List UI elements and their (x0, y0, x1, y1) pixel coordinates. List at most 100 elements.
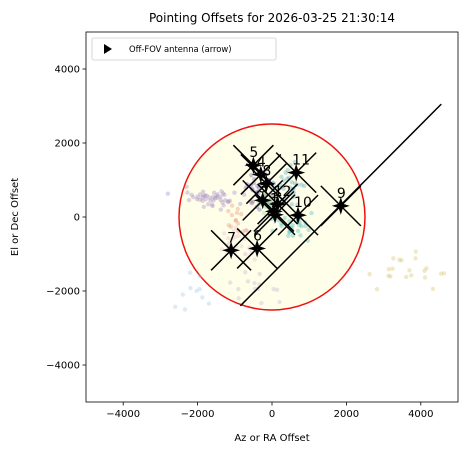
scatter-point (221, 231, 227, 236)
antenna-label: 10 (294, 195, 312, 211)
scatter-point (184, 184, 189, 189)
antenna-label: 9 (337, 186, 346, 202)
scatter-point (242, 192, 247, 197)
antenna-label: 4 (257, 154, 266, 170)
scatter-point (187, 270, 193, 275)
scatter-point (397, 257, 402, 262)
scatter-point (203, 193, 208, 198)
antenna-11: 11 (275, 152, 317, 194)
antenna-10: 10 (277, 194, 319, 236)
scatter-point (201, 193, 206, 198)
scatter-point (234, 210, 240, 215)
scatter-point (204, 193, 210, 198)
scatter-point (219, 247, 225, 252)
scatter-point (281, 186, 286, 191)
antenna-star-marker (222, 241, 241, 260)
antenna-label: 12 (274, 184, 292, 200)
antenna-markers: 123456789101112 (210, 144, 362, 271)
scatter-point (277, 299, 282, 305)
scatter-point (399, 258, 404, 263)
scatter-point (438, 271, 444, 276)
scatter-point (235, 221, 241, 226)
antenna-star-marker (244, 156, 263, 175)
scatter-point (189, 192, 194, 197)
scatter-point (229, 236, 235, 242)
scatter-point (186, 197, 192, 203)
scatter-point (239, 244, 244, 249)
y-tick-label: 2000 (55, 139, 80, 150)
x-tick-label: −2000 (181, 409, 215, 420)
scatter-point (200, 198, 205, 204)
scatter-point (229, 203, 235, 208)
scatter-point (206, 301, 212, 306)
scatter-point (218, 194, 223, 199)
x-axis-ticks: −4000 −2000 0 2000 4000 (106, 402, 434, 420)
scatter-point (212, 196, 218, 201)
scatter-point (226, 208, 231, 214)
scatter-point (388, 274, 393, 279)
scatter-point (289, 202, 295, 207)
antenna-12: 12 (257, 183, 299, 225)
scatter-point (257, 207, 262, 212)
x-tick-label: −4000 (106, 409, 140, 420)
scatter-point (391, 256, 396, 261)
scatter-point (200, 189, 206, 194)
scatter-point (225, 236, 231, 241)
antenna-star-marker (248, 239, 267, 258)
antenna-star-marker (289, 206, 307, 225)
scatter-point (306, 227, 311, 233)
scatter-point (238, 201, 243, 207)
scatter-point (180, 292, 186, 297)
antenna-label: 1 (270, 191, 279, 207)
scatter-point (243, 228, 249, 233)
scatter-point (404, 274, 409, 280)
antenna-star-marker (257, 174, 276, 193)
scatter-point (289, 180, 295, 185)
antenna-3: 3 (242, 179, 284, 221)
scatter-point (243, 270, 248, 275)
antenna-label: 5 (249, 145, 258, 161)
scatter-point (283, 170, 289, 175)
scatter-point (299, 224, 304, 229)
legend: Off-FOV antenna (arrow) (91, 37, 277, 61)
x-tick-label: 0 (269, 409, 275, 420)
scatter-point (226, 241, 231, 246)
scatter-point (203, 197, 208, 202)
scatter-point (413, 249, 418, 254)
scatter-point (302, 183, 307, 189)
scatter-point (295, 202, 300, 207)
scatter-point (211, 198, 216, 203)
scatter-point (233, 234, 238, 240)
chart-title: Pointing Offsets for 2026-03-25 21:30:14 (149, 11, 395, 25)
scatter-point (422, 275, 428, 280)
scatter-point (430, 286, 436, 292)
antenna-4: 4 (240, 153, 282, 195)
antenna-star-marker (266, 205, 284, 224)
scatter-point (215, 192, 220, 197)
scatter-point (407, 268, 412, 273)
scatter-point (194, 197, 200, 202)
scatter-point (219, 189, 224, 194)
x-tick-label: 2000 (334, 409, 359, 420)
scatter-point (228, 224, 234, 229)
scatter-point (231, 228, 236, 234)
legend-box (91, 37, 277, 61)
antenna-star-marker (251, 165, 270, 184)
scatter-point (210, 194, 216, 200)
antenna-label: 11 (292, 153, 310, 169)
scatter-point (299, 182, 304, 187)
scatter-point (441, 271, 447, 276)
scatter-point (214, 195, 220, 201)
scatter-point (236, 233, 242, 238)
antenna-label: 6 (253, 228, 262, 244)
y-tick-label: 4000 (55, 65, 80, 76)
x-tick-label: 4000 (408, 409, 433, 420)
scatter-point (279, 223, 284, 229)
antenna-star-marker (253, 191, 272, 210)
scatter-point (279, 174, 284, 180)
scatter-point (250, 199, 255, 204)
scatter-point (197, 286, 202, 292)
scatter-point (220, 200, 225, 205)
plot-area: 123456789101112 (165, 103, 447, 312)
scatter-point (236, 286, 241, 292)
